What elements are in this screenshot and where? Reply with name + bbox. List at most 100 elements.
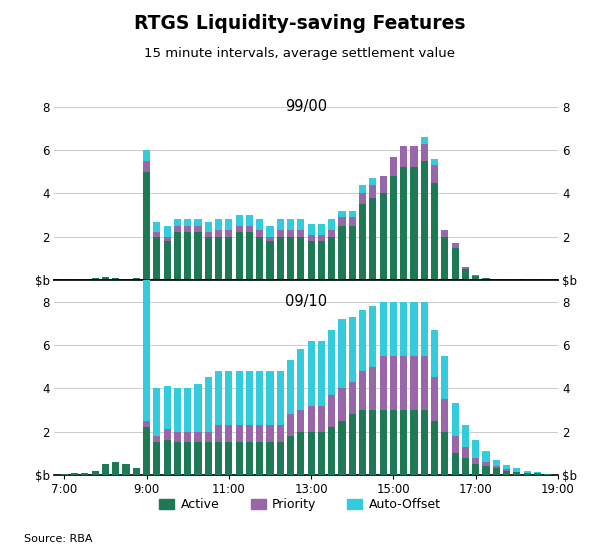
Bar xyxy=(143,150,150,161)
Bar xyxy=(164,241,171,280)
Bar xyxy=(266,371,274,425)
Bar xyxy=(277,442,284,475)
Bar xyxy=(390,156,397,176)
Bar xyxy=(236,442,243,475)
Bar xyxy=(338,421,346,475)
Bar xyxy=(266,442,274,475)
Bar xyxy=(421,137,428,144)
Bar xyxy=(431,378,438,421)
Bar xyxy=(524,279,531,280)
Bar xyxy=(369,198,376,280)
Bar xyxy=(246,215,253,226)
Bar xyxy=(482,466,490,475)
Bar xyxy=(246,442,253,475)
Bar xyxy=(236,371,243,425)
Bar xyxy=(184,388,191,432)
Bar xyxy=(174,432,181,442)
Bar xyxy=(112,462,119,475)
Bar xyxy=(462,457,469,475)
Bar xyxy=(194,226,202,232)
Bar xyxy=(308,340,315,406)
Bar xyxy=(153,436,160,442)
Bar xyxy=(308,234,315,241)
Bar xyxy=(452,243,459,248)
Bar xyxy=(153,232,160,237)
Bar xyxy=(215,371,222,425)
Bar xyxy=(472,464,479,475)
Bar xyxy=(287,220,294,230)
Bar xyxy=(338,217,346,226)
Bar xyxy=(400,145,407,167)
Bar xyxy=(297,349,304,410)
Bar xyxy=(318,406,325,432)
Bar xyxy=(174,220,181,226)
Bar xyxy=(338,226,346,280)
Bar xyxy=(92,278,99,280)
Bar xyxy=(328,395,335,427)
Bar xyxy=(277,230,284,237)
Bar xyxy=(513,472,520,475)
Bar xyxy=(81,279,88,280)
Bar xyxy=(164,237,171,241)
Bar xyxy=(287,237,294,280)
Bar xyxy=(503,469,510,470)
Bar xyxy=(349,217,356,226)
Bar xyxy=(318,241,325,280)
Bar xyxy=(390,176,397,280)
Bar xyxy=(421,161,428,280)
Bar xyxy=(297,410,304,432)
Bar xyxy=(164,386,171,429)
Bar xyxy=(297,230,304,237)
Bar xyxy=(277,371,284,425)
Bar xyxy=(400,356,407,410)
Bar xyxy=(174,388,181,432)
Bar xyxy=(153,388,160,436)
Bar xyxy=(61,279,68,280)
Bar xyxy=(472,457,479,464)
Bar xyxy=(287,414,294,436)
Bar xyxy=(215,425,222,442)
Bar xyxy=(338,319,346,388)
Text: Source: RBA: Source: RBA xyxy=(24,534,92,544)
Text: RTGS Liquidity-saving Features: RTGS Liquidity-saving Features xyxy=(134,14,466,33)
Bar xyxy=(318,234,325,241)
Bar xyxy=(225,371,232,425)
Bar xyxy=(534,472,541,473)
Bar xyxy=(215,237,222,280)
Bar xyxy=(503,279,510,280)
Bar xyxy=(431,165,438,182)
Bar xyxy=(369,178,376,184)
Bar xyxy=(61,474,68,475)
Bar xyxy=(102,277,109,280)
Bar xyxy=(308,223,315,234)
Bar xyxy=(153,237,160,280)
Bar xyxy=(524,470,531,473)
Bar xyxy=(71,279,78,280)
Bar xyxy=(359,310,366,371)
Bar xyxy=(452,404,459,436)
Bar xyxy=(503,465,510,469)
Bar xyxy=(164,429,171,440)
Bar xyxy=(194,384,202,432)
Bar xyxy=(205,432,212,442)
Bar xyxy=(400,301,407,356)
Bar xyxy=(215,230,222,237)
Bar xyxy=(410,145,418,167)
Text: 99/00: 99/00 xyxy=(285,99,327,114)
Bar xyxy=(369,367,376,410)
Bar xyxy=(462,447,469,457)
Bar xyxy=(184,220,191,226)
Bar xyxy=(143,421,150,427)
Bar xyxy=(297,432,304,475)
Bar xyxy=(236,232,243,280)
Bar xyxy=(205,378,212,432)
Bar xyxy=(482,278,490,280)
Bar xyxy=(380,193,387,280)
Bar xyxy=(153,221,160,232)
Bar xyxy=(174,226,181,232)
Bar xyxy=(421,144,428,161)
Bar xyxy=(369,184,376,198)
Bar xyxy=(71,473,78,475)
Bar xyxy=(462,269,469,280)
Bar xyxy=(359,410,366,475)
